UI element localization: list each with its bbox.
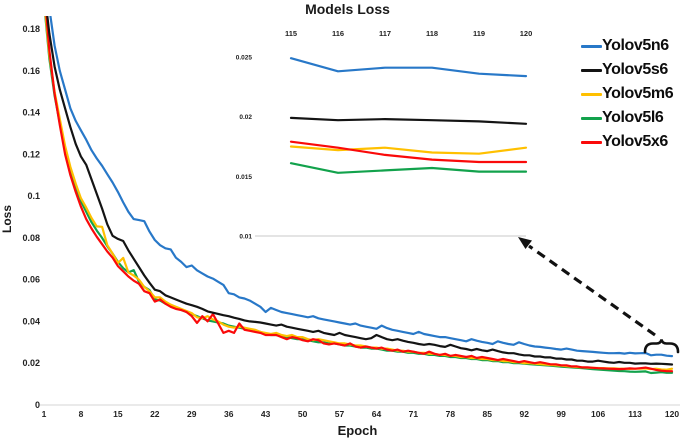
x-tick-label: 43 xyxy=(261,409,271,419)
x-tick-label: 113 xyxy=(628,409,642,419)
legend-line-swatch xyxy=(581,140,602,144)
x-tick-label: 106 xyxy=(591,409,605,419)
x-tick-label: 29 xyxy=(187,409,197,419)
x-tick-label: 36 xyxy=(224,409,234,419)
legend-line-swatch xyxy=(581,92,602,96)
zoom-callout-arrowhead xyxy=(518,237,532,249)
y-tick-label: 0.02 xyxy=(22,358,40,368)
legend: Yolov5n6 Yolov5s6 Yolov5m6 Yolov5l6 Yolo… xyxy=(581,34,674,154)
main-series-lines xyxy=(44,16,674,375)
y-tick-label: 0.12 xyxy=(22,149,40,159)
inset-axes: 115 116 117 118 119 120 0.025 0.02 0.015 0.01 xyxy=(236,29,533,241)
x-tick-label: 50 xyxy=(298,409,308,419)
inset-y-tick-label: 0.025 xyxy=(236,55,253,62)
x-tick-label: 99 xyxy=(556,409,566,419)
inset-x-tick-label: 115 xyxy=(285,29,297,38)
x-tick-label: 8 xyxy=(79,409,84,419)
inset-y-tick-label: 0.015 xyxy=(236,174,253,181)
x-tick-label: 57 xyxy=(335,409,345,419)
inset-series-lines xyxy=(289,57,528,174)
series-line-yolov5n6 xyxy=(49,16,674,358)
chart-title: Models Loss xyxy=(305,1,390,17)
zoom-region-brace xyxy=(643,339,680,354)
inset-series-line-yolov5n6 xyxy=(289,57,528,78)
zoom-callout-dashed-arrow-line xyxy=(528,244,656,337)
x-axis-title: Epoch xyxy=(337,423,378,438)
y-tick-label: 0.16 xyxy=(22,66,40,76)
series-line-yolov5x6 xyxy=(45,16,674,373)
legend-label: Yolov5l6 xyxy=(602,109,664,126)
x-tick-label: 120 xyxy=(665,409,679,419)
inset-series-line-yolov5s6 xyxy=(289,116,528,125)
y-tick-label: 0.04 xyxy=(22,316,40,326)
inset-y-tick-label: 0.01 xyxy=(239,234,252,241)
legend-item-yolov5m6: Yolov5m6 xyxy=(581,82,674,106)
inset-x-tick-label: 120 xyxy=(520,29,533,38)
y-axis-title: Loss xyxy=(0,205,14,234)
inset-x-tick-label: 119 xyxy=(473,29,485,38)
series-line-yolov5l6 xyxy=(44,16,674,375)
inset-y-tick-label: 0.02 xyxy=(239,114,252,121)
series-line-yolov5s6 xyxy=(46,16,674,366)
y-tick-label: 0 xyxy=(35,400,40,410)
legend-label: Yolov5x6 xyxy=(602,133,668,150)
main-axes: 0.18 0.16 0.14 0.12 0.1 0.08 0.06 0.04 0.02 01 8 15… xyxy=(22,24,680,419)
legend-item-yolov5l6: Yolov5l6 xyxy=(581,106,673,130)
inset-series-line-yolov5m6 xyxy=(289,145,528,155)
inset-x-tick-label: 118 xyxy=(426,29,438,38)
inset-series-line-yolov5x6 xyxy=(289,140,528,164)
zoom-callout xyxy=(518,237,680,354)
x-tick-label: 1 xyxy=(42,409,47,419)
legend-item-yolov5x6: Yolov5x6 xyxy=(581,130,673,154)
legend-label: Yolov5m6 xyxy=(602,85,674,102)
y-tick-label: 0.18 xyxy=(22,24,40,34)
inset-series-line-yolov5l6 xyxy=(289,162,528,174)
x-tick-label: 78 xyxy=(446,409,456,419)
legend-label: Yolov5s6 xyxy=(602,61,668,78)
y-tick-label: 0.14 xyxy=(22,108,40,118)
x-tick-label: 15 xyxy=(113,409,123,419)
inset-x-tick-label: 117 xyxy=(379,29,391,38)
legend-label: Yolov5n6 xyxy=(602,37,669,54)
x-tick-label: 85 xyxy=(483,409,493,419)
legend-line-swatch xyxy=(581,44,602,48)
y-tick-label: 0.08 xyxy=(22,233,40,243)
series-line-yolov5m6 xyxy=(44,16,674,371)
legend-line-swatch xyxy=(581,68,602,72)
y-tick-label: 0.06 xyxy=(22,275,40,285)
inset-x-tick-label: 116 xyxy=(332,29,344,38)
x-tick-label: 92 xyxy=(520,409,530,419)
legend-item-yolov5s6: Yolov5s6 xyxy=(581,58,673,82)
legend-line-swatch xyxy=(581,116,602,120)
legend-item-yolov5n6: Yolov5n6 xyxy=(581,34,673,58)
x-tick-label: 22 xyxy=(150,409,160,419)
y-tick-label: 0.1 xyxy=(27,191,40,201)
x-tick-label: 64 xyxy=(372,409,382,419)
x-tick-label: 71 xyxy=(409,409,419,419)
